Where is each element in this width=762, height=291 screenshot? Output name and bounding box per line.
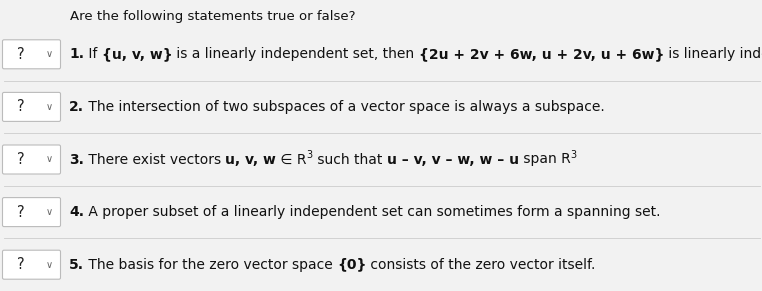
Text: u – v, v – w, w – u: u – v, v – w, w – u <box>386 152 519 166</box>
Text: is linearly independent.: is linearly independent. <box>664 47 762 61</box>
Text: ∈ R: ∈ R <box>277 152 307 166</box>
Text: is a linearly independent set, then: is a linearly independent set, then <box>172 47 419 61</box>
Text: There exist vectors: There exist vectors <box>84 152 226 166</box>
Text: ∨: ∨ <box>46 49 53 59</box>
FancyBboxPatch shape <box>2 145 60 174</box>
Text: A proper subset of a linearly independent set can sometimes form a spanning set.: A proper subset of a linearly independen… <box>84 205 661 219</box>
Text: If: If <box>84 47 102 61</box>
Text: 3.: 3. <box>69 152 84 166</box>
Text: span R: span R <box>519 152 571 166</box>
Text: ?: ? <box>17 205 24 220</box>
Text: ∨: ∨ <box>46 207 53 217</box>
Text: The intersection of two subspaces of a vector space is always a subspace.: The intersection of two subspaces of a v… <box>84 100 605 114</box>
Text: The basis for the zero vector space: The basis for the zero vector space <box>84 258 337 272</box>
Text: 4.: 4. <box>69 205 84 219</box>
Text: {u, v, w}: {u, v, w} <box>102 47 172 61</box>
Text: {0}: {0} <box>337 258 367 272</box>
FancyBboxPatch shape <box>2 198 60 227</box>
FancyBboxPatch shape <box>2 40 60 69</box>
Text: 3: 3 <box>571 150 577 161</box>
Text: u, v, w: u, v, w <box>226 152 277 166</box>
Text: 2.: 2. <box>69 100 84 114</box>
Text: ?: ? <box>17 257 24 272</box>
Text: ∨: ∨ <box>46 155 53 164</box>
Text: Are the following statements true or false?: Are the following statements true or fal… <box>70 10 356 23</box>
FancyBboxPatch shape <box>2 250 60 279</box>
FancyBboxPatch shape <box>2 93 60 121</box>
Text: ∨: ∨ <box>46 260 53 270</box>
Text: 1.: 1. <box>69 47 84 61</box>
Text: 3: 3 <box>307 150 313 161</box>
Text: consists of the zero vector itself.: consists of the zero vector itself. <box>367 258 596 272</box>
Text: ?: ? <box>17 100 24 114</box>
Text: ?: ? <box>17 152 24 167</box>
Text: 5.: 5. <box>69 258 84 272</box>
Text: such that: such that <box>313 152 386 166</box>
Text: ∨: ∨ <box>46 102 53 112</box>
Text: ?: ? <box>17 47 24 62</box>
Text: {2u + 2v + 6w, u + 2v, u + 6w}: {2u + 2v + 6w, u + 2v, u + 6w} <box>419 47 664 61</box>
